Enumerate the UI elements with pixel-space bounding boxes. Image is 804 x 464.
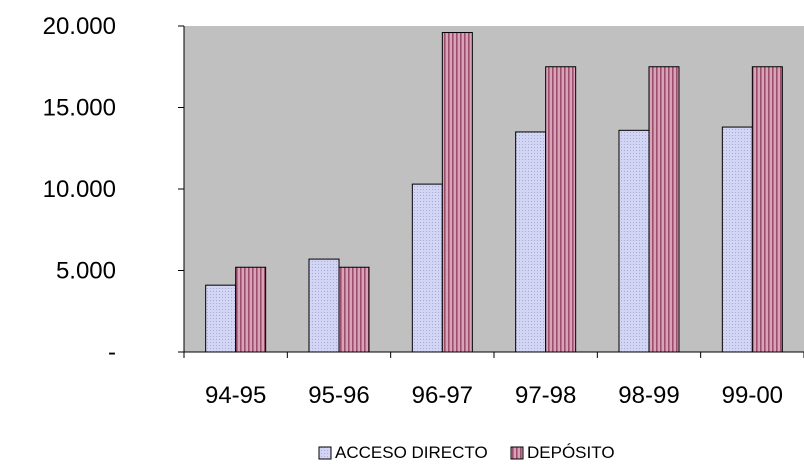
bar-deposito-95-96	[338, 266, 370, 353]
bar-acceso-directo-94-95	[205, 284, 237, 353]
plot-area	[184, 26, 804, 352]
bar-deposito-94-95	[235, 266, 267, 353]
y-tick-label: -	[108, 339, 116, 366]
bar-acceso-directo-98-99	[618, 129, 650, 353]
bar-acceso-directo-99-00	[721, 126, 753, 353]
bar-acceso-directo-95-96	[308, 258, 340, 353]
legend-label-acceso-directo: ACCESO DIRECTO	[335, 443, 488, 462]
x-tick-label: 95-96	[308, 382, 369, 409]
y-tick-label: 5.000	[56, 258, 116, 285]
x-tick-label: 99-00	[722, 382, 783, 409]
bars-group	[205, 32, 783, 353]
legend-swatch-acceso-directo	[318, 446, 332, 460]
bar-acceso-directo-96-97	[411, 183, 443, 353]
legend: ACCESO DIRECTO DEPÓSITO	[318, 443, 615, 462]
x-tick-label: 98-99	[618, 382, 679, 409]
bar-deposito-99-00	[751, 66, 783, 353]
bar-deposito-97-98	[545, 66, 577, 353]
y-tick-label: 10.000	[43, 176, 116, 203]
x-tick-label: 94-95	[205, 382, 266, 409]
legend-label-deposito: DEPÓSITO	[527, 443, 615, 462]
y-tick-label: 20.000	[43, 13, 116, 40]
bar-deposito-96-97	[441, 32, 473, 353]
x-tick-label: 96-97	[412, 382, 473, 409]
bar-acceso-directo-97-98	[515, 131, 547, 353]
y-tick-label: 15.000	[43, 95, 116, 122]
legend-swatch-deposito	[510, 446, 524, 460]
x-tick-label: 97-98	[515, 382, 576, 409]
bar-deposito-98-99	[648, 66, 680, 353]
axes-group: - 5.000 10.000 15.000 20.000 94-95 95-96 96-97 9…	[43, 13, 804, 409]
